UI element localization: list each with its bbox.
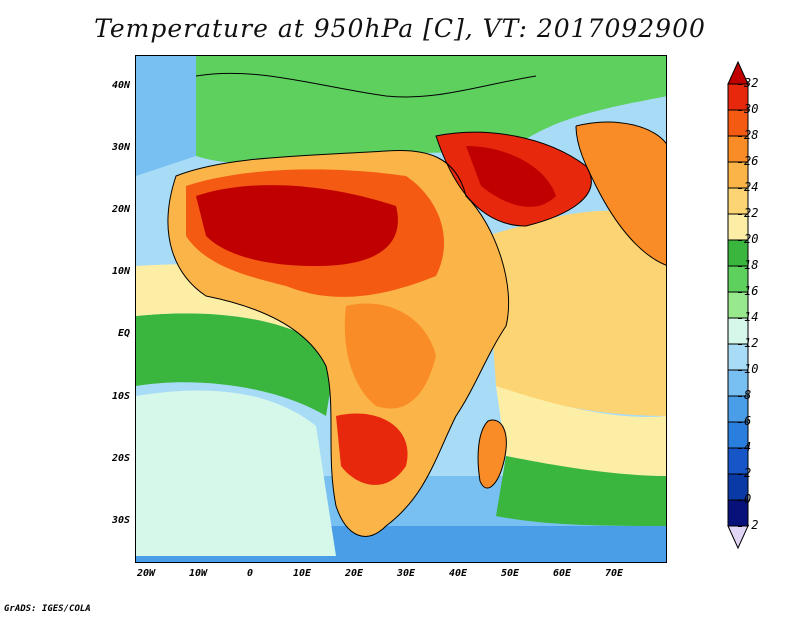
- india-coastline: [575, 121, 666, 266]
- colorbar-tick: [738, 396, 742, 397]
- colorbar: [727, 60, 749, 550]
- colorbar-tick: [738, 370, 742, 371]
- colorbar-tick: [738, 292, 742, 293]
- colorbar-tick: [738, 422, 742, 423]
- colorbar-label: 2: [744, 466, 752, 480]
- colorbar-tick: [738, 266, 742, 267]
- colorbar-tick: [738, 84, 742, 85]
- lon-label-60e: 60E: [552, 568, 572, 579]
- north-atlantic: [136, 56, 196, 176]
- south-atlantic-pale: [136, 390, 336, 556]
- colorbar-tick: [738, 344, 742, 345]
- colorbar-tick: [738, 448, 742, 449]
- colorbar-label: 18: [744, 258, 759, 272]
- colorbar-tick: [738, 474, 742, 475]
- colorbar-label: 22: [744, 206, 759, 220]
- india-warm: [576, 122, 666, 266]
- colorbar-tick: [738, 188, 742, 189]
- colorbar-label: 6: [744, 414, 752, 428]
- indian-ocean-green: [496, 456, 666, 526]
- colorbar-label: 12: [744, 336, 759, 350]
- colorbar-label: 16: [744, 284, 759, 298]
- colorbar-tick: [738, 110, 742, 111]
- lat-label-eq: EQ: [117, 328, 130, 339]
- lon-label-50e: 50E: [500, 568, 520, 579]
- madagascar: [477, 419, 507, 489]
- lon-label-40e: 40E: [448, 568, 468, 579]
- gulf-guinea-green: [136, 313, 336, 416]
- lon-label-20w: 20W: [136, 568, 156, 579]
- colorbar-label: 4: [744, 440, 752, 454]
- southern-africa-hot: [336, 413, 408, 485]
- colorbar-label: 30: [744, 102, 759, 116]
- colorbar-label: 0: [744, 492, 752, 506]
- lon-label-20e: 20E: [344, 568, 364, 579]
- page-title: Temperature at 950hPa [C], VT: 201709290…: [94, 14, 706, 43]
- colorbar-tick: [738, 318, 742, 319]
- lon-label-0: 0: [246, 568, 254, 579]
- footer-credit: GrADS: IGES/COLA: [4, 604, 91, 614]
- colorbar-label: 26: [744, 154, 759, 168]
- lon-label-10w: 10W: [188, 568, 208, 579]
- central-africa-warm: [344, 303, 436, 409]
- arabia-coastline: [435, 131, 592, 227]
- colorbar-tick: [738, 240, 742, 241]
- arabian-sea-yellow: [486, 210, 666, 416]
- lon-label-30e: 30E: [396, 568, 416, 579]
- colorbar-tick: [738, 136, 742, 137]
- colorbar-tick: [738, 526, 742, 527]
- colorbar-label: 32: [744, 76, 759, 90]
- lat-label-30n: 30N: [111, 142, 130, 153]
- lat-label-30s: 30S: [111, 515, 130, 526]
- europe-coastline: [195, 72, 537, 98]
- colorbar-label: 20: [744, 232, 759, 246]
- colorbar-tick: [738, 214, 742, 215]
- lat-label-10n: 10N: [111, 266, 130, 277]
- lat-label-20n: 20N: [111, 204, 130, 215]
- lat-label-40n: 40N: [111, 80, 130, 91]
- colorbar-label: 24: [744, 180, 759, 194]
- colorbar-label: 10: [744, 362, 759, 376]
- lat-label-10s: 10S: [111, 391, 130, 402]
- lat-label-20s: 20S: [111, 453, 130, 464]
- lon-label-70e: 70E: [604, 568, 624, 579]
- temperature-map: [136, 56, 666, 562]
- colorbar-label: 14: [744, 310, 759, 324]
- arabia-hottest: [466, 146, 556, 207]
- africa-coastline: [167, 149, 510, 537]
- indian-ocean-yellow: [496, 386, 666, 476]
- colorbar-tick: [738, 500, 742, 501]
- colorbar-label: 8: [744, 388, 752, 402]
- sahara-hottest: [196, 185, 398, 266]
- colorbar-label: 28: [744, 128, 759, 142]
- colorbar-label: -2: [744, 518, 759, 532]
- map-plot-area: [135, 55, 667, 563]
- colorbar-tick: [738, 162, 742, 163]
- lon-label-10e: 10E: [292, 568, 312, 579]
